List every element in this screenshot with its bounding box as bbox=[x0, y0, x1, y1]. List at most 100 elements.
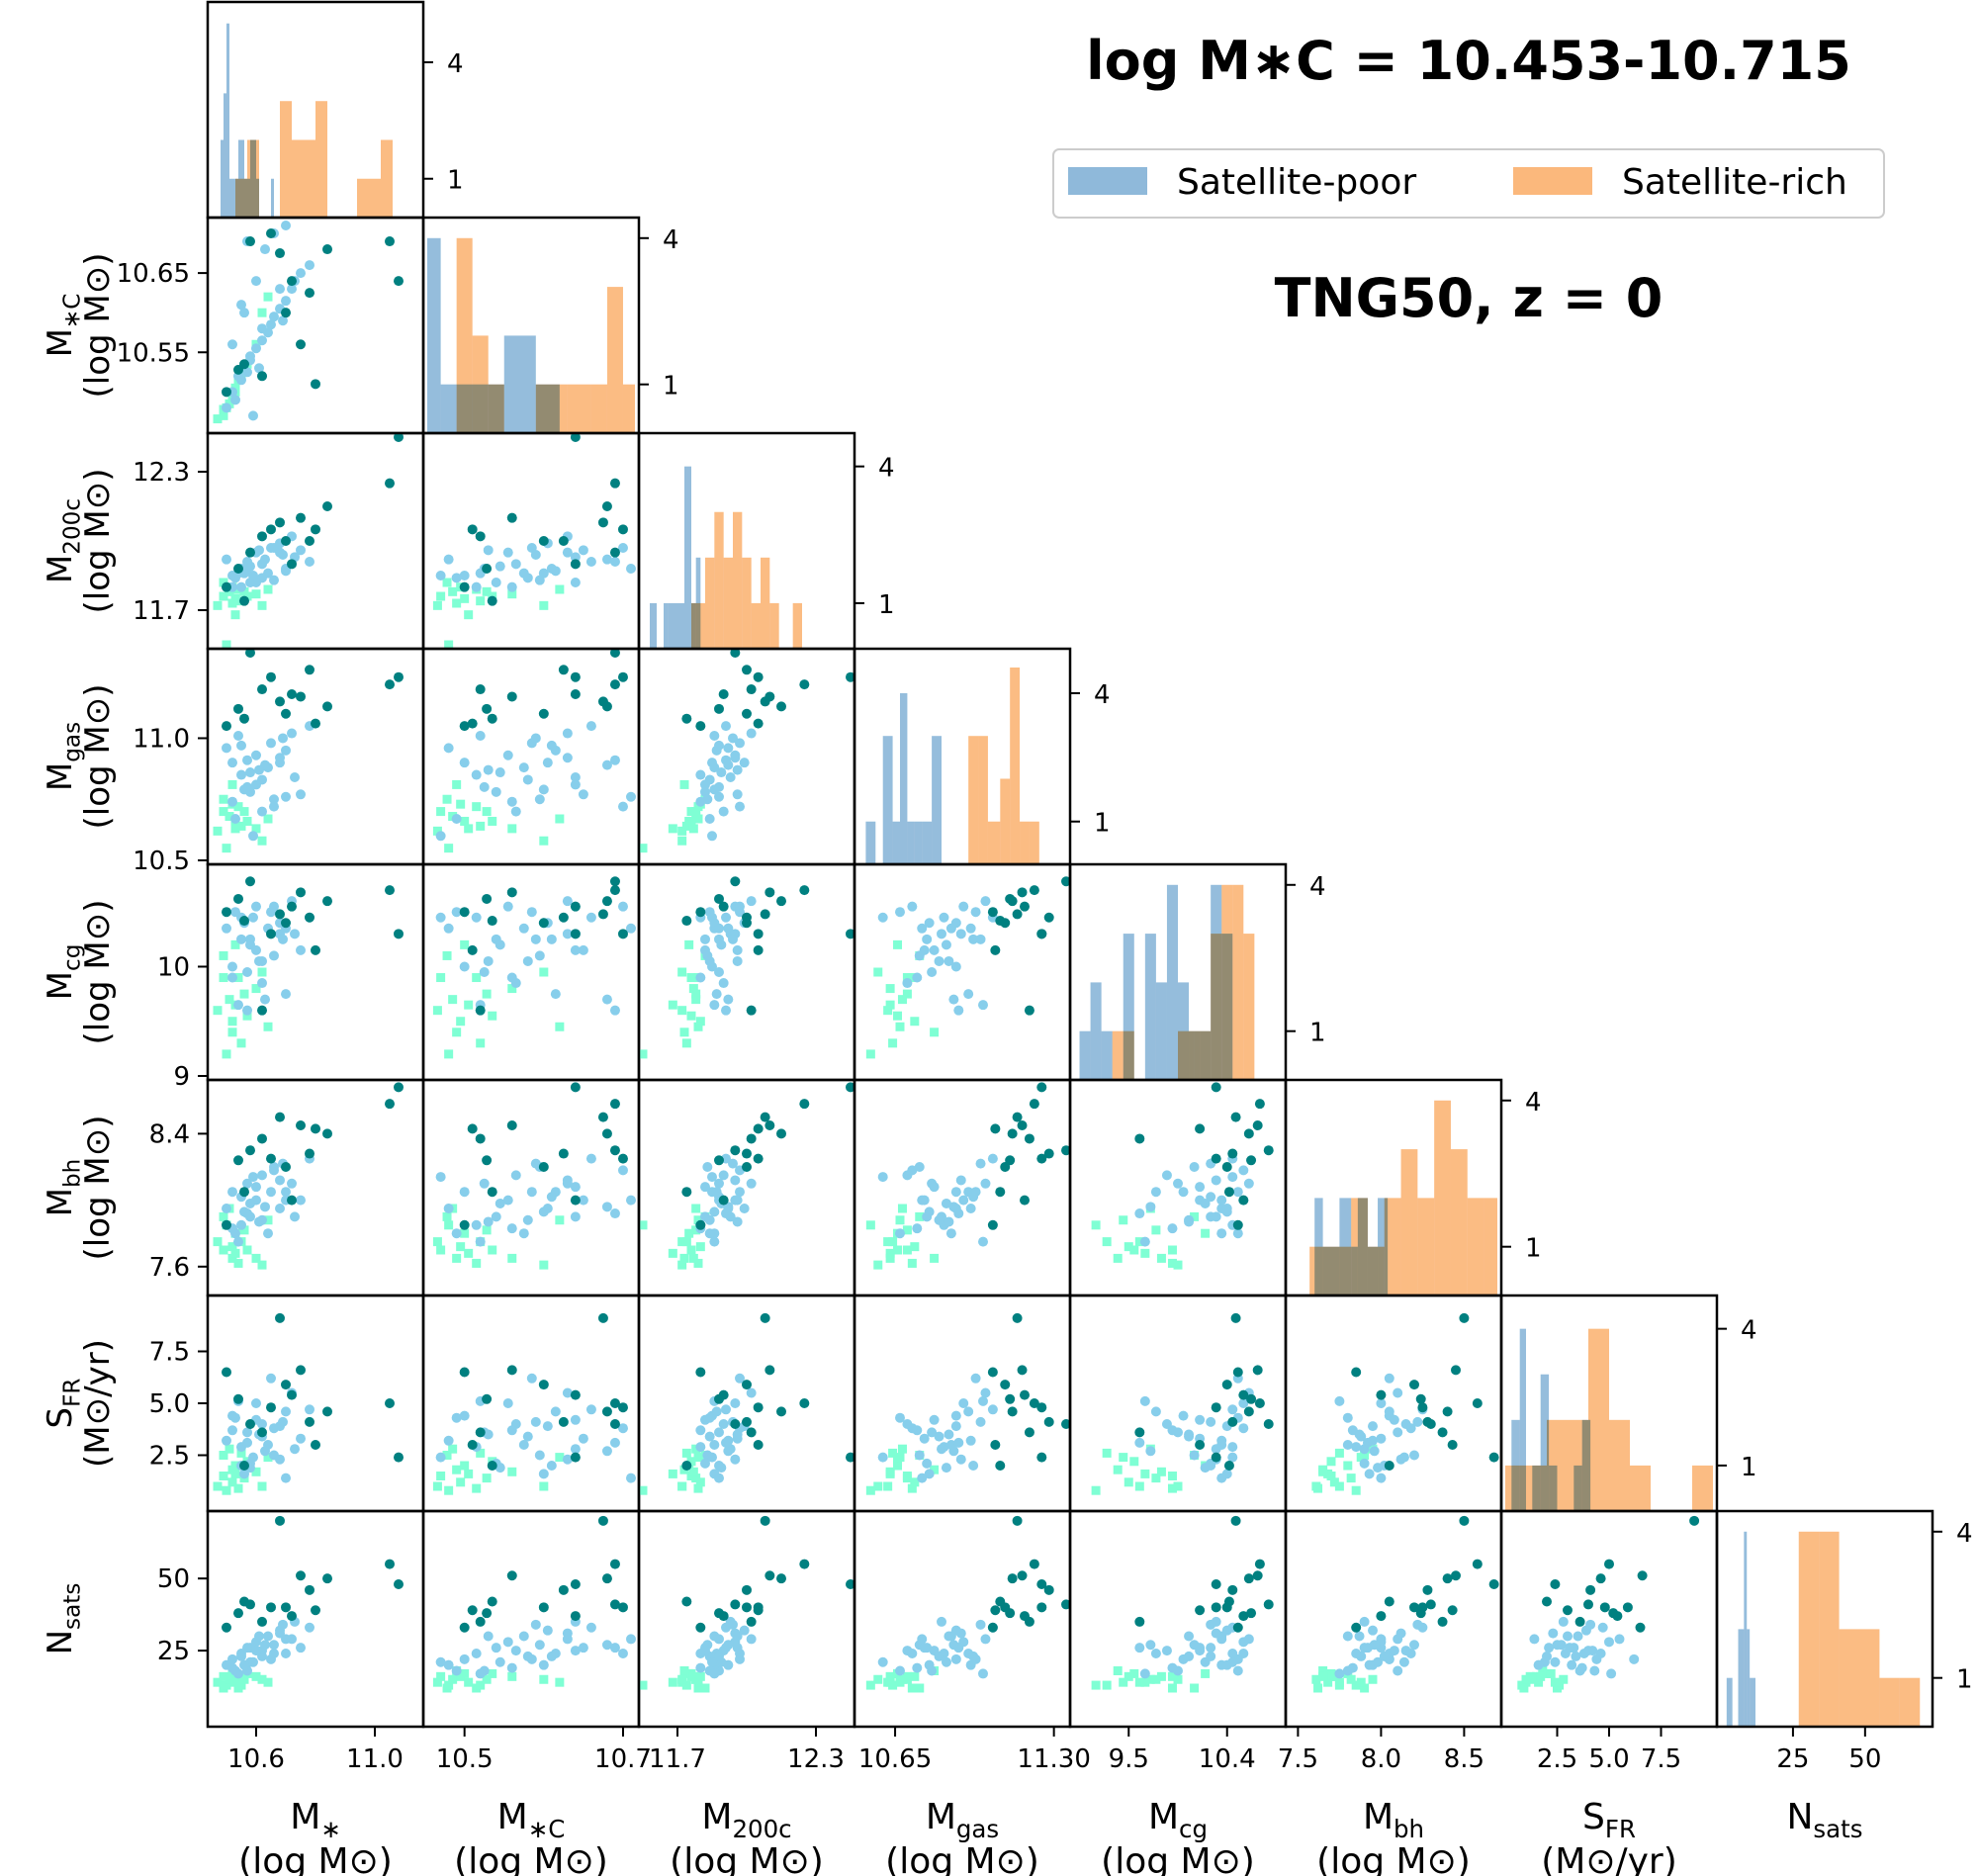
scatter-point bbox=[1376, 1398, 1387, 1408]
scatter-point bbox=[691, 1444, 701, 1454]
hist-count-label: 1 bbox=[1309, 1019, 1326, 1048]
scatter-point bbox=[1604, 1559, 1614, 1569]
scatter-point bbox=[732, 1195, 743, 1206]
legend-label-poor: Satellite-poor bbox=[1177, 162, 1416, 203]
hist-bar-nsats-poor-3 bbox=[1747, 1629, 1751, 1727]
scatter-point bbox=[865, 1485, 875, 1495]
scatter-point bbox=[257, 1616, 267, 1627]
scatter-point bbox=[269, 1423, 279, 1434]
panel-frame-7-7 bbox=[1715, 1509, 1934, 1729]
scatter-point bbox=[695, 721, 706, 732]
hist-bar-mgas-poor-2 bbox=[892, 821, 900, 864]
scatter-point bbox=[895, 1453, 905, 1463]
scatter-point bbox=[865, 1049, 875, 1059]
scatter-point bbox=[394, 929, 404, 939]
scatter-point bbox=[1061, 1599, 1071, 1610]
scatter-point bbox=[980, 1178, 991, 1189]
scatter-point bbox=[990, 1123, 1001, 1134]
scatter-point bbox=[1243, 1406, 1254, 1417]
scatter-point bbox=[1334, 1448, 1344, 1458]
scatter-point bbox=[1356, 1651, 1367, 1661]
scatter-point bbox=[1488, 1579, 1499, 1589]
scatter-point bbox=[482, 703, 493, 714]
scatter-point bbox=[877, 1656, 888, 1667]
scatter-point bbox=[305, 288, 315, 299]
scatter-point bbox=[677, 836, 687, 846]
y-tick-label: 8.4 bbox=[149, 1119, 190, 1149]
scatter-point bbox=[530, 733, 541, 744]
scatter-point bbox=[691, 807, 701, 817]
scatter-point bbox=[443, 1204, 454, 1213]
scatter-point bbox=[1195, 1646, 1206, 1656]
scatter-point bbox=[688, 1467, 698, 1476]
scatter-point bbox=[260, 554, 270, 565]
scatter-point bbox=[296, 268, 306, 279]
hist-bar-sfr-rich-1 bbox=[1526, 1465, 1547, 1511]
scatter-point bbox=[1323, 1469, 1333, 1478]
scatter-point bbox=[233, 1236, 243, 1247]
legend-swatch-rich bbox=[1513, 167, 1592, 195]
scatter-point bbox=[950, 961, 961, 972]
scatter-point bbox=[248, 571, 258, 581]
scatter-point bbox=[888, 1237, 898, 1247]
scatter-point bbox=[1029, 1099, 1039, 1110]
scatter-point bbox=[1102, 1680, 1112, 1690]
hist-count-label: 4 bbox=[1094, 680, 1111, 710]
scatter-point bbox=[686, 1457, 696, 1467]
hist-bar-mbh-rich-7 bbox=[1434, 1100, 1451, 1295]
scatter-point bbox=[1263, 1145, 1274, 1156]
scatter-point bbox=[686, 807, 696, 817]
scatter-point bbox=[1342, 1412, 1353, 1423]
scatter-point bbox=[585, 721, 596, 732]
scatter-point bbox=[980, 1634, 991, 1645]
scatter-point bbox=[1189, 1450, 1200, 1461]
scatter-point bbox=[638, 1485, 648, 1495]
scatter-point bbox=[287, 1611, 297, 1622]
y-tick-label: 10.55 bbox=[117, 338, 190, 368]
hist-bar-mcg-rich-5 bbox=[1221, 884, 1233, 1080]
panel-frame-7-1 bbox=[421, 1509, 641, 1729]
scatter-point bbox=[322, 1128, 332, 1139]
scatter-point bbox=[730, 1599, 741, 1610]
scatter-point bbox=[742, 1416, 752, 1427]
scatter-point bbox=[723, 1446, 734, 1457]
scatter-point bbox=[296, 1570, 306, 1581]
scatter-point bbox=[1140, 1677, 1150, 1687]
panel-frame-3-1 bbox=[421, 647, 641, 866]
scatter-point bbox=[978, 1236, 988, 1247]
scatter-point bbox=[230, 1677, 240, 1687]
scatter-point bbox=[978, 1668, 988, 1679]
scatter-point bbox=[506, 1662, 517, 1673]
x-tick-label: 12.3 bbox=[787, 1744, 845, 1774]
scatter-point bbox=[443, 1435, 454, 1446]
scatter-point bbox=[227, 972, 237, 983]
scatter-point bbox=[893, 1011, 903, 1021]
scatter-point bbox=[704, 1228, 715, 1239]
scatter-point bbox=[257, 323, 267, 334]
scatter-point bbox=[254, 545, 264, 556]
hist-bar-m200-rich-3 bbox=[723, 557, 733, 649]
scatter-point bbox=[978, 1395, 988, 1406]
scatter-point bbox=[601, 1406, 612, 1417]
scatter-point bbox=[219, 410, 228, 420]
scatter-point bbox=[1472, 1398, 1483, 1408]
scatter-point bbox=[242, 591, 252, 601]
scatter-point bbox=[968, 934, 979, 944]
scatter-point bbox=[236, 821, 246, 831]
hist-bar-mcg-poor-3 bbox=[1123, 934, 1134, 1080]
scatter-point bbox=[688, 984, 698, 994]
scatter-point bbox=[1190, 1683, 1200, 1693]
scatter-point bbox=[902, 973, 912, 983]
scatter-point bbox=[1173, 1674, 1183, 1684]
scatter-point bbox=[873, 1481, 883, 1491]
scatter-point bbox=[1263, 1599, 1274, 1610]
scatter-point bbox=[987, 1622, 998, 1633]
scatter-point bbox=[269, 901, 279, 912]
scatter-point bbox=[1379, 1651, 1390, 1661]
scatter-point bbox=[1134, 1677, 1144, 1687]
scatter-point bbox=[242, 1011, 252, 1021]
scatter-point bbox=[760, 909, 770, 920]
scatter-point bbox=[222, 844, 231, 853]
hist-bar-m200-rich-8 bbox=[769, 602, 779, 649]
scatter-point bbox=[924, 918, 935, 929]
